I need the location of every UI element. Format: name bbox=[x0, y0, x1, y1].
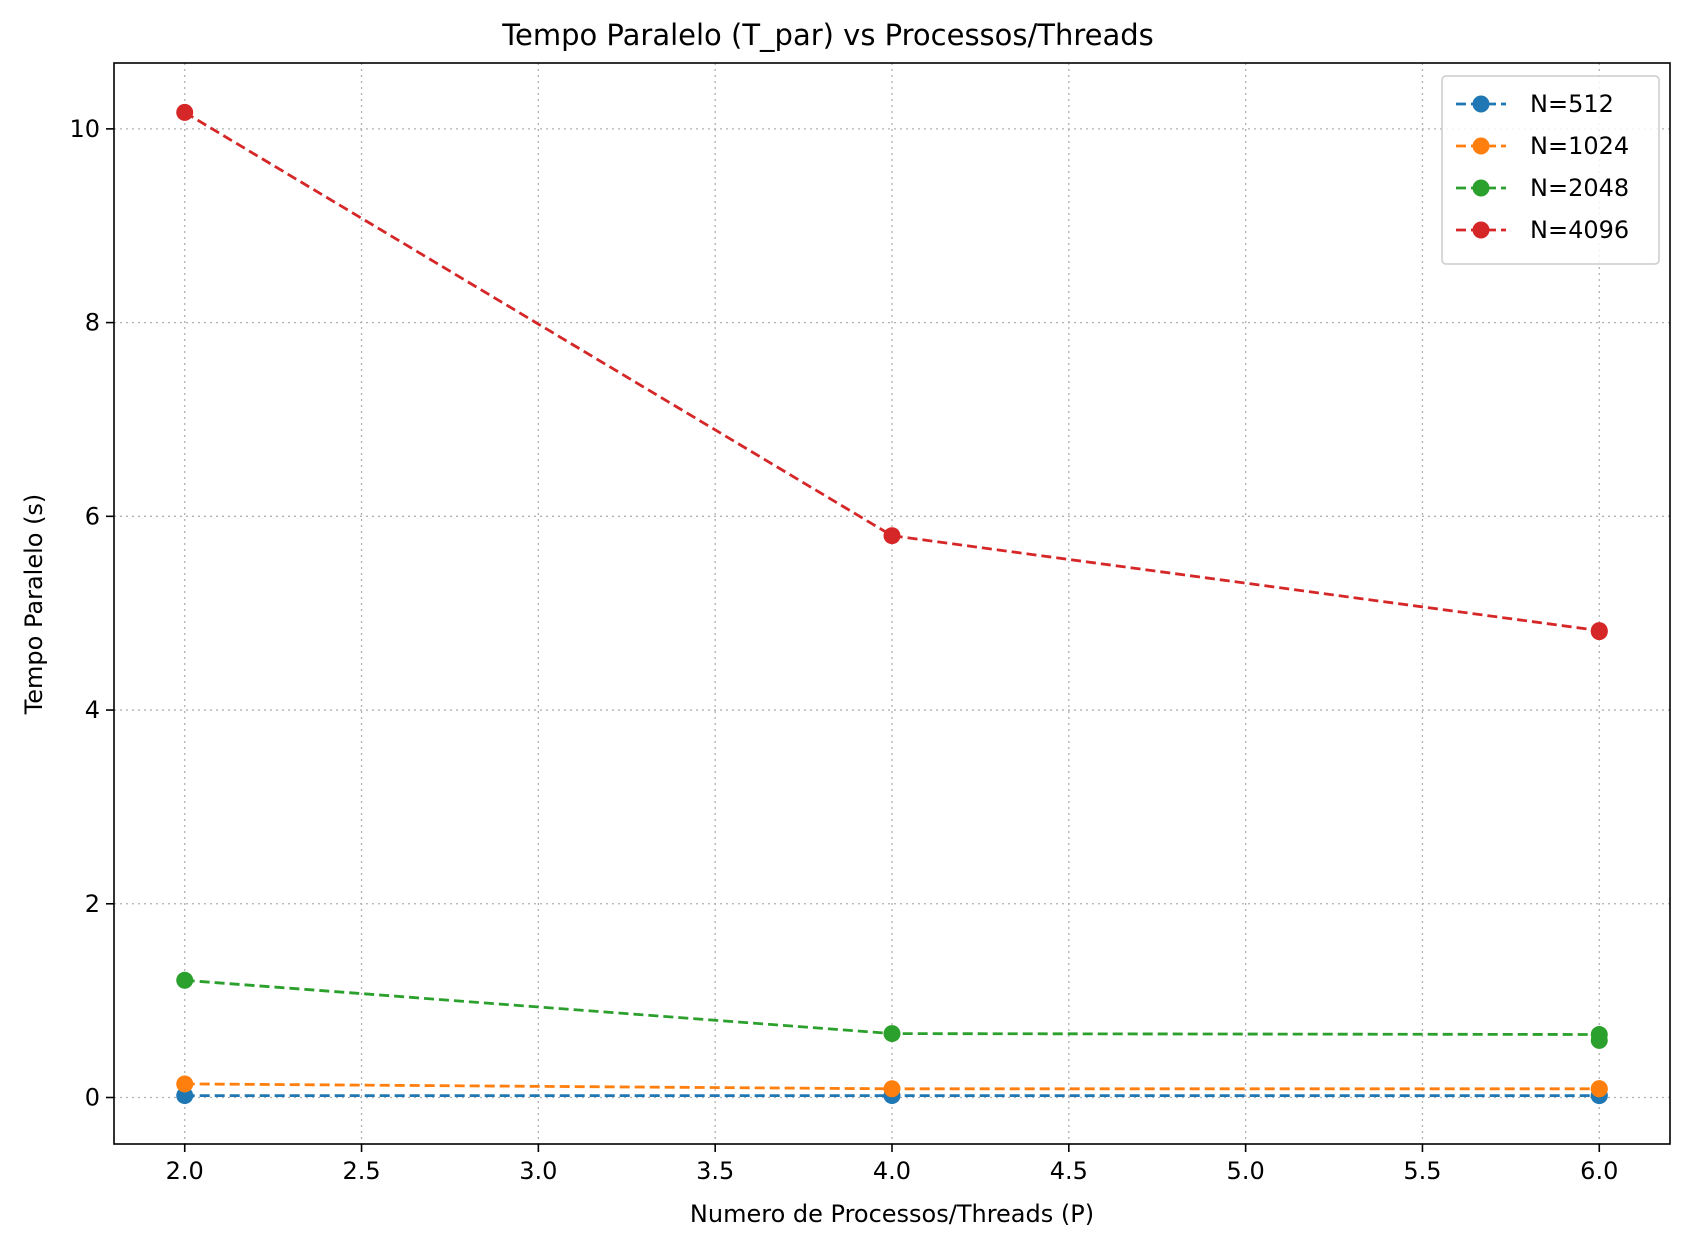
y-tick-label: 6 bbox=[85, 502, 100, 530]
data-point-2-3 bbox=[1590, 1031, 1608, 1049]
series-markers bbox=[176, 103, 1608, 1105]
legend-marker-0 bbox=[1472, 95, 1490, 113]
legend-label-2: N=2048 bbox=[1530, 174, 1629, 202]
data-point-2-0 bbox=[176, 971, 194, 989]
x-tick-label: 6.0 bbox=[1580, 1157, 1618, 1185]
x-axis-label: Numero de Processos/Threads (P) bbox=[690, 1200, 1094, 1228]
legend-box bbox=[1441, 75, 1660, 265]
y-axis-label: Tempo Paralelo (s) bbox=[20, 494, 48, 716]
y-tick-label: 0 bbox=[85, 1084, 100, 1112]
x-tick-label: 2.0 bbox=[166, 1157, 204, 1185]
legend-label-3: N=4096 bbox=[1530, 216, 1629, 244]
data-point-1-3 bbox=[1590, 1080, 1608, 1098]
legend-marker-3 bbox=[1472, 221, 1490, 239]
data-point-3-0 bbox=[176, 103, 194, 121]
chart-title: Tempo Paralelo (T_par) vs Processos/Thre… bbox=[501, 18, 1154, 52]
y-axis: 0 2 4 6 8 10 bbox=[69, 115, 114, 1112]
legend-label-0: N=512 bbox=[1530, 90, 1614, 118]
x-tick-label: 4.5 bbox=[1050, 1157, 1088, 1185]
data-point-1-0 bbox=[176, 1075, 194, 1093]
x-tick-label: 3.0 bbox=[519, 1157, 557, 1185]
data-point-1-1 bbox=[883, 1080, 901, 1098]
x-tick-label: 2.5 bbox=[342, 1157, 380, 1185]
data-point-3-3 bbox=[1590, 623, 1608, 641]
y-tick-label: 4 bbox=[85, 696, 100, 724]
y-tick-label: 8 bbox=[85, 309, 100, 337]
x-tick-label: 5.5 bbox=[1403, 1157, 1441, 1185]
x-axis: 2.0 2.5 3.0 3.5 4.0 4.5 5.0 5.5 6.0 bbox=[166, 1144, 1618, 1185]
y-tick-label: 2 bbox=[85, 890, 100, 918]
y-tick-label: 10 bbox=[69, 115, 100, 143]
legend: N=512 N=1024 N=2048 N=4096 bbox=[1441, 75, 1660, 265]
data-point-2-1 bbox=[883, 1025, 901, 1043]
x-tick-label: 3.5 bbox=[696, 1157, 734, 1185]
x-tick-label: 4.0 bbox=[873, 1157, 911, 1185]
data-point-0-0 bbox=[176, 1087, 194, 1105]
grid-lines bbox=[114, 63, 1670, 1144]
data-point-3-1 bbox=[883, 527, 901, 545]
x-tick-label: 5.0 bbox=[1227, 1157, 1265, 1185]
legend-label-1: N=1024 bbox=[1530, 132, 1629, 160]
legend-marker-2 bbox=[1472, 179, 1490, 197]
legend-marker-1 bbox=[1472, 137, 1490, 155]
